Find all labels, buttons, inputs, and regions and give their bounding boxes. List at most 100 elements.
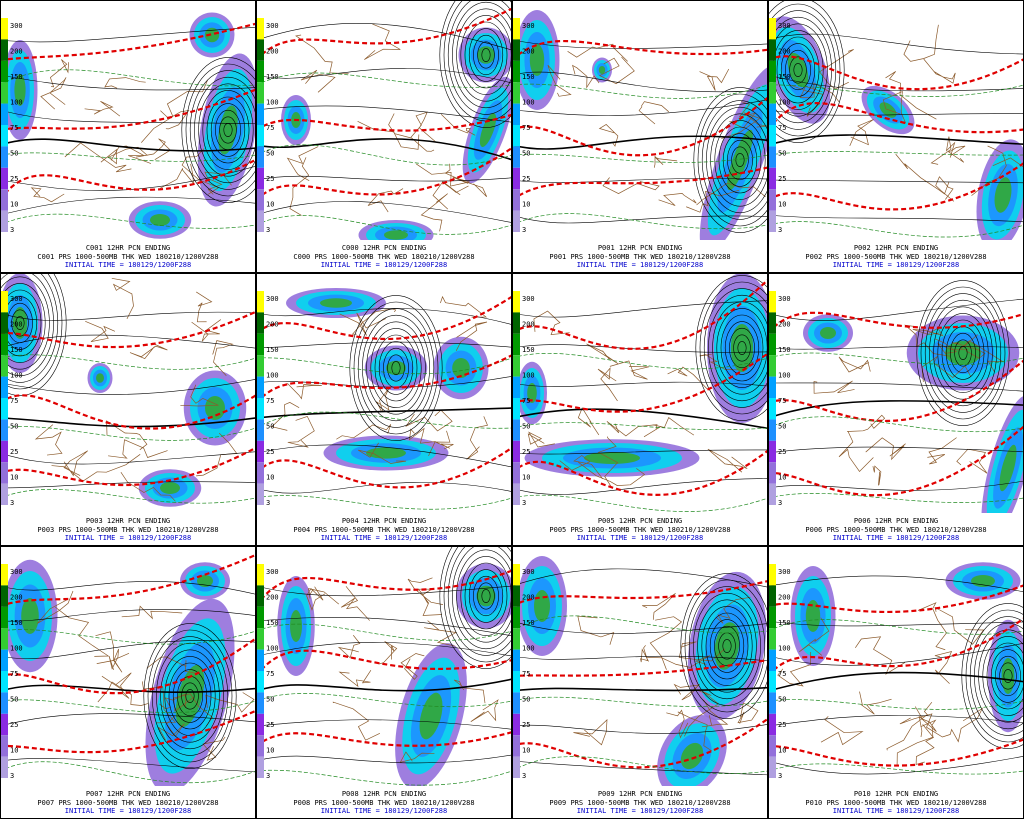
precip-area [96,373,104,383]
thickness-line-minor [512,83,768,99]
colorbar-segment [513,355,520,377]
colorbar-label: 3 [10,772,14,780]
thickness-line-minor [512,696,768,707]
isobar [693,87,768,233]
thickness-line-minor [768,619,1024,635]
border-line [606,421,658,437]
colorbar-segment [513,291,520,313]
precip-area [529,44,545,76]
colorbar-segment [769,692,776,714]
colorbar-label: 50 [522,423,530,431]
isobar [697,599,757,693]
border-line [121,605,183,620]
colorbar-label: 3 [522,499,526,507]
border-line [915,724,935,765]
isobar [468,28,504,82]
border-line [992,157,1024,168]
isobar [481,48,491,62]
isobar [714,625,740,667]
panel-title: P010 12HR PCN ENDING [854,790,938,798]
border-line [597,436,619,489]
border-line [180,384,219,407]
isobar [768,715,1024,727]
isobar [512,449,768,455]
precip-area [1001,658,1015,694]
isobar [0,273,59,383]
colorbar-label: 200 [266,321,279,329]
colorbar-segment [513,18,520,40]
precip-area [204,27,220,43]
thickness-line [768,162,1024,211]
colorbar-label: 25 [522,175,530,183]
colorbar-label: 10 [778,747,786,755]
isobar [950,332,976,374]
isobar [999,662,1017,690]
precip-area [290,610,302,642]
colorbar-segment [513,103,520,125]
panel-subtitle: P004 PRS 1000-500MB THK WED 180210/1200V… [293,526,474,534]
isobar [1003,669,1013,683]
isobar [986,642,1024,710]
isobar [768,575,1024,593]
colorbar-segment [1,333,8,356]
border-line [49,59,69,88]
border-line [159,693,187,710]
border-line [101,672,132,699]
colorbar-label: 100 [10,99,23,107]
colorbar-label: 25 [266,721,274,729]
border-line [956,448,988,474]
colorbar-segment [513,692,520,714]
isobar [684,579,768,713]
colorbar-segment [513,39,520,61]
panel-border [0,273,256,546]
colorbar-label: 200 [778,321,791,329]
isobar [512,408,768,430]
thickness-line [512,96,768,157]
border-line [658,193,697,206]
colorbar-segment [513,189,520,211]
isobar [768,74,1024,92]
panel-title: P008 12HR PCN ENDING [342,790,426,798]
panel-subtitle: P005 PRS 1000-500MB THK WED 180210/1200V… [549,526,730,534]
precip-area [477,46,495,64]
thickness-line [768,425,1024,497]
colorbar-segment [257,82,264,104]
colorbar-label: 100 [522,645,535,653]
precip-area [366,447,406,459]
colorbar-label: 150 [266,73,279,81]
thickness-line [768,55,1024,91]
panel-initial-time: INITIAL TIME = 180129/1200F288 [65,261,191,269]
border-line [914,706,937,737]
map-area [256,0,512,240]
border-line [141,79,208,143]
colorbar-segment [513,419,520,441]
isobar [370,328,422,408]
isobar [768,3,841,137]
isobar [0,26,256,43]
colorbar-label: 300 [522,22,535,30]
isobar [512,39,768,49]
isobar [768,134,1024,146]
thickness-line-minor [768,416,1024,433]
isobar [456,8,512,102]
colorbar-segment [769,462,776,484]
colorbar-segment [1,398,8,420]
isobar [189,70,256,190]
colorbar-segment [257,103,264,125]
precip-area [527,383,537,403]
border-line [287,382,322,400]
colorbar-segment [1,376,8,398]
border-line [85,321,116,342]
isobar [512,300,768,318]
isobar [256,407,512,419]
isobar [378,341,414,395]
border-line [159,163,194,189]
precip-area [197,575,213,587]
isobar [699,281,768,415]
colorbar-label: 75 [522,124,530,132]
thickness-line-minor [512,213,768,230]
isobar [198,83,256,177]
thickness-line-minor [256,495,512,510]
isobar [0,283,46,363]
